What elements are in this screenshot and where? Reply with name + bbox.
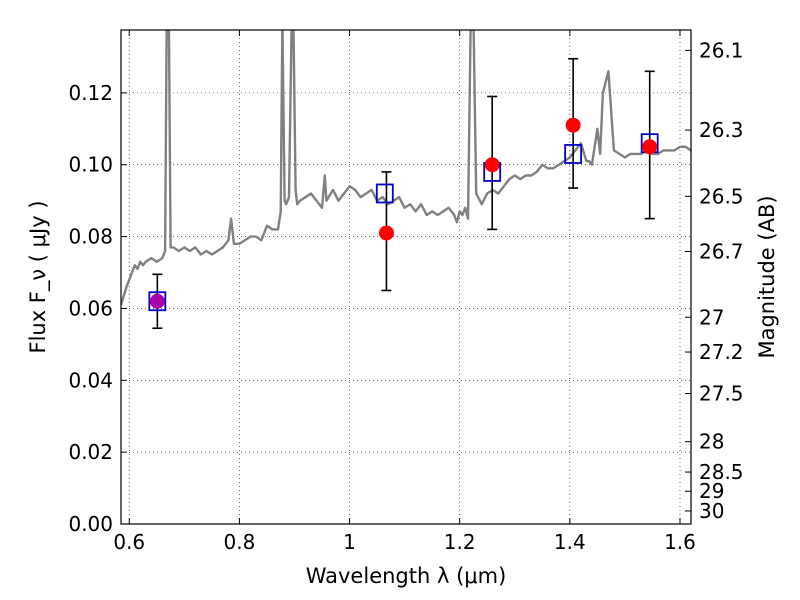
grid-lines	[121, 30, 691, 525]
plot-frame	[120, 29, 692, 525]
magnitude-tick-label: 26.7	[699, 239, 744, 263]
y-tick-label: 0.02	[68, 440, 113, 464]
y-tick-label: 0.04	[68, 368, 113, 392]
y-tick-label: 0.08	[68, 225, 113, 249]
x-tick-label: 0.6	[113, 530, 145, 554]
magnitude-tick-label: 27	[699, 305, 724, 329]
x-tick-label: 1.2	[444, 530, 476, 554]
magnitude-tick-label: 27.2	[699, 340, 744, 364]
magnitude-tick-label: 27.5	[699, 382, 744, 406]
x-tick-label: 1	[343, 530, 356, 554]
y-tick-label: 0.00	[68, 512, 113, 536]
observed-point	[378, 225, 394, 241]
magnitude-tick-label: 29	[699, 479, 724, 503]
magnitude-tick-label: 26.5	[699, 184, 744, 208]
magnitude-tick-label: 26.3	[699, 118, 744, 142]
spectrum-line	[121, 30, 691, 306]
model-point	[564, 144, 583, 164]
observed-point	[484, 157, 500, 173]
y-tick-label: 0.06	[68, 296, 113, 320]
x-tick-label: 1.4	[554, 530, 586, 554]
magnitude-tick-label: 26.1	[699, 38, 744, 62]
plot-content	[121, 30, 691, 329]
x-tick-label: 0.8	[223, 530, 255, 554]
y-axis: 0.00 0.02 0.04 0.06 0.08 0.10 0.12	[68, 81, 127, 536]
observed-point	[565, 117, 581, 133]
observed-point	[149, 293, 165, 309]
model-point	[148, 291, 167, 312]
y-axis-label: Flux F_ν ( μJy )	[26, 200, 51, 353]
magnitude-tick-label: 28	[699, 430, 724, 454]
x-tick-label: 1.6	[664, 530, 696, 554]
clipped-series	[121, 30, 691, 329]
y-tick-label: 0.10	[68, 153, 113, 177]
x-axis-label: Wavelength λ (μm)	[306, 564, 507, 588]
magnitude-axis-label: Magnitude (AB)	[755, 195, 779, 358]
magnitude-tick-label: 28.5	[699, 460, 744, 484]
model-point	[375, 183, 394, 204]
magnitude-tick-label: 30	[699, 499, 724, 523]
observed-point	[642, 139, 658, 155]
x-axis: 0.6 0.8 1 1.2 1.4 1.6	[113, 30, 696, 554]
y-tick-label: 0.12	[68, 81, 113, 105]
